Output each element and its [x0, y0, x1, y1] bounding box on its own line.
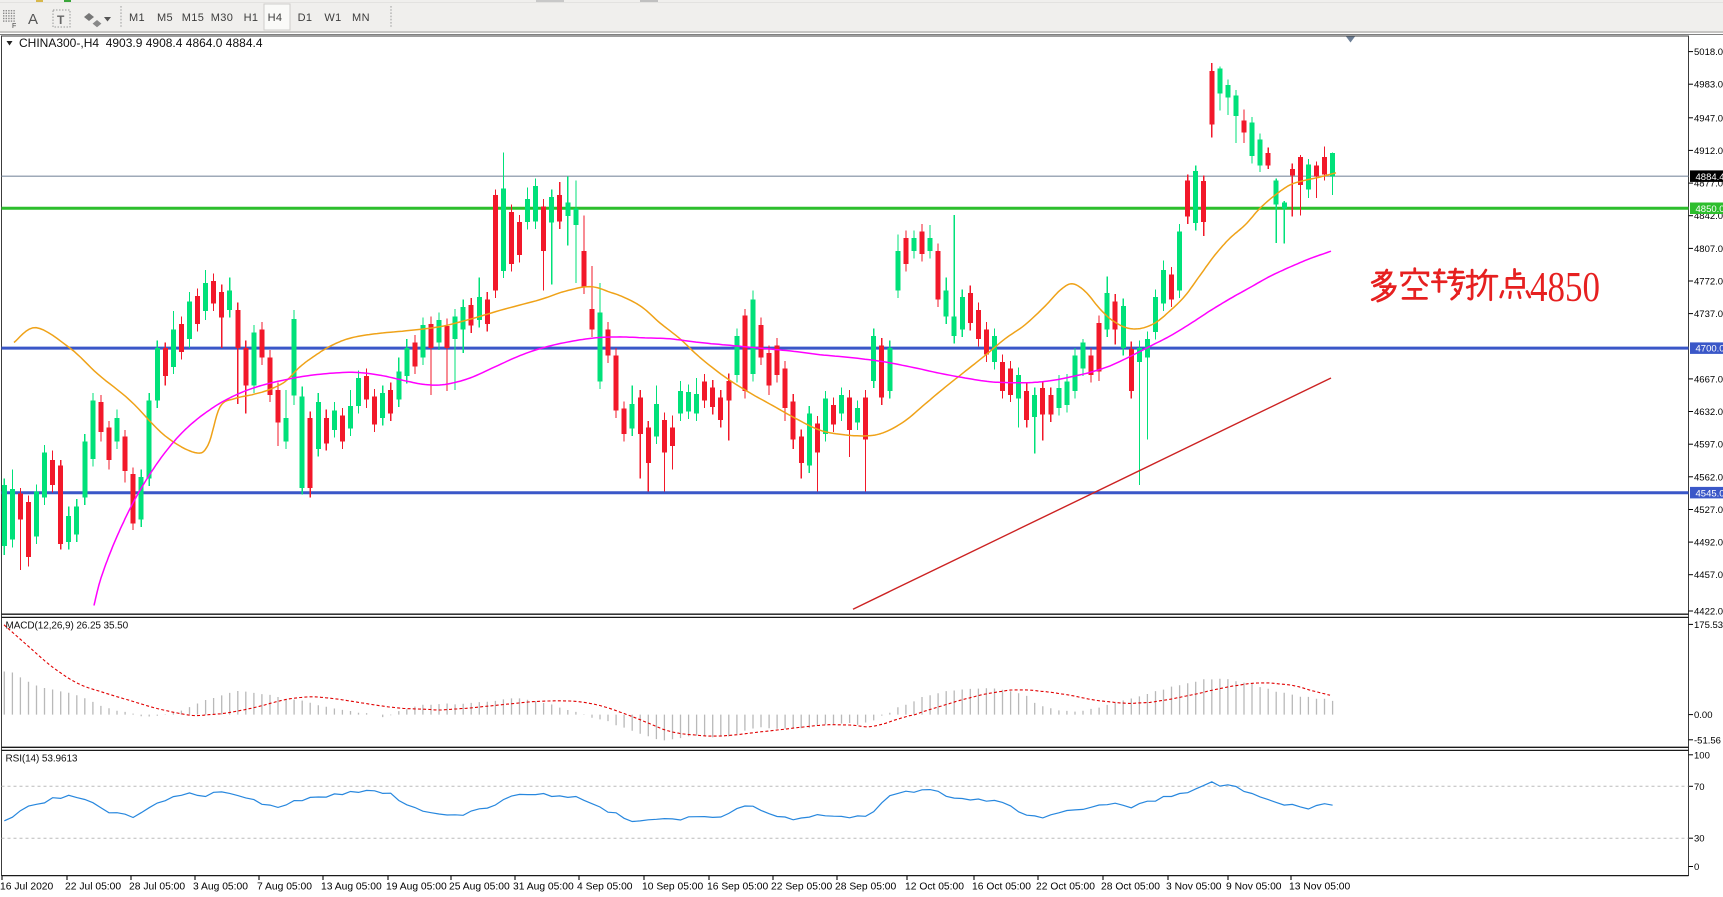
svg-text:9 Nov 05:00: 9 Nov 05:00 — [1226, 882, 1282, 893]
svg-text:M5: M5 — [157, 12, 173, 24]
svg-text:T: T — [57, 13, 65, 27]
svg-text:4850: 4850 — [1530, 265, 1600, 311]
svg-text:D1: D1 — [298, 12, 313, 24]
svg-text:12 Oct 05:00: 12 Oct 05:00 — [905, 882, 964, 893]
svg-text:4884.4: 4884.4 — [1696, 172, 1723, 183]
svg-text:MN: MN — [352, 12, 370, 24]
svg-text:13 Nov 05:00: 13 Nov 05:00 — [1289, 882, 1351, 893]
svg-text:25 Aug 05:00: 25 Aug 05:00 — [449, 882, 510, 893]
svg-text:4667.0: 4667.0 — [1694, 374, 1723, 385]
svg-text:3 Aug 05:00: 3 Aug 05:00 — [193, 882, 248, 893]
svg-text:4422.0: 4422.0 — [1694, 607, 1723, 618]
svg-text:4850.0: 4850.0 — [1696, 204, 1723, 215]
svg-text:10 Sep 05:00: 10 Sep 05:00 — [642, 882, 704, 893]
svg-text:0.00: 0.00 — [1694, 710, 1713, 721]
svg-text:28 Jul 05:00: 28 Jul 05:00 — [129, 882, 185, 893]
svg-text:5018.0: 5018.0 — [1694, 47, 1723, 58]
svg-text:4842.0: 4842.0 — [1694, 211, 1723, 222]
svg-text:A: A — [28, 11, 38, 28]
svg-text:4737.0: 4737.0 — [1694, 309, 1723, 320]
svg-text:22 Oct 05:00: 22 Oct 05:00 — [1036, 882, 1095, 893]
svg-text:4597.0: 4597.0 — [1694, 440, 1723, 451]
svg-text:4700.0: 4700.0 — [1696, 344, 1723, 355]
svg-text:16 Oct 05:00: 16 Oct 05:00 — [972, 882, 1031, 893]
svg-text:0: 0 — [1694, 862, 1699, 873]
svg-text:MACD(12,26,9) 26.25 35.50: MACD(12,26,9) 26.25 35.50 — [6, 621, 129, 632]
svg-text:30: 30 — [1694, 834, 1705, 845]
svg-text:H4: H4 — [268, 12, 283, 24]
svg-text:4877.0: 4877.0 — [1694, 179, 1723, 190]
svg-text:31 Aug 05:00: 31 Aug 05:00 — [513, 882, 574, 893]
svg-text:7 Aug 05:00: 7 Aug 05:00 — [257, 882, 312, 893]
svg-text:100: 100 — [1694, 750, 1710, 761]
svg-text:M15: M15 — [182, 12, 205, 24]
svg-text:16 Jul 2020: 16 Jul 2020 — [0, 882, 54, 893]
svg-text:22 Sep 05:00: 22 Sep 05:00 — [771, 882, 833, 893]
svg-text:4983.0: 4983.0 — [1694, 80, 1723, 91]
svg-text:CHINA300-,H4 4903.9 4908.4 48: CHINA300-,H4 4903.9 4908.4 4864.0 4884.4 — [19, 36, 263, 50]
svg-text:M30: M30 — [211, 12, 234, 24]
svg-text:4527.0: 4527.0 — [1694, 505, 1723, 516]
svg-text:13 Aug 05:00: 13 Aug 05:00 — [321, 882, 382, 893]
svg-text:4562.0: 4562.0 — [1694, 472, 1723, 483]
svg-text:4632.0: 4632.0 — [1694, 407, 1723, 418]
svg-text:19 Aug 05:00: 19 Aug 05:00 — [386, 882, 447, 893]
svg-text:28 Oct 05:00: 28 Oct 05:00 — [1101, 882, 1160, 893]
svg-text:H1: H1 — [244, 12, 259, 24]
svg-text:4807.0: 4807.0 — [1694, 244, 1723, 255]
svg-text:4947.0: 4947.0 — [1694, 113, 1723, 124]
svg-text:16 Sep 05:00: 16 Sep 05:00 — [707, 882, 769, 893]
svg-text:28 Sep 05:00: 28 Sep 05:00 — [835, 882, 897, 893]
svg-text:22 Jul 05:00: 22 Jul 05:00 — [65, 882, 121, 893]
svg-text:M1: M1 — [129, 12, 145, 24]
svg-text:4492.0: 4492.0 — [1694, 538, 1723, 549]
svg-text:4 Sep 05:00: 4 Sep 05:00 — [577, 882, 633, 893]
svg-text:70: 70 — [1694, 782, 1705, 793]
svg-text:4772.0: 4772.0 — [1694, 277, 1723, 288]
svg-text:-51.56: -51.56 — [1694, 735, 1721, 746]
svg-text:F: F — [12, 23, 16, 30]
svg-text:4912.0: 4912.0 — [1694, 146, 1723, 157]
svg-text:W1: W1 — [324, 12, 341, 24]
svg-text:175.53: 175.53 — [1694, 620, 1723, 631]
svg-text:4457.0: 4457.0 — [1694, 570, 1723, 581]
svg-text:3 Nov 05:00: 3 Nov 05:00 — [1166, 882, 1222, 893]
svg-text:RSI(14) 53.9613: RSI(14) 53.9613 — [6, 754, 78, 765]
svg-text:4545.0: 4545.0 — [1696, 488, 1723, 499]
